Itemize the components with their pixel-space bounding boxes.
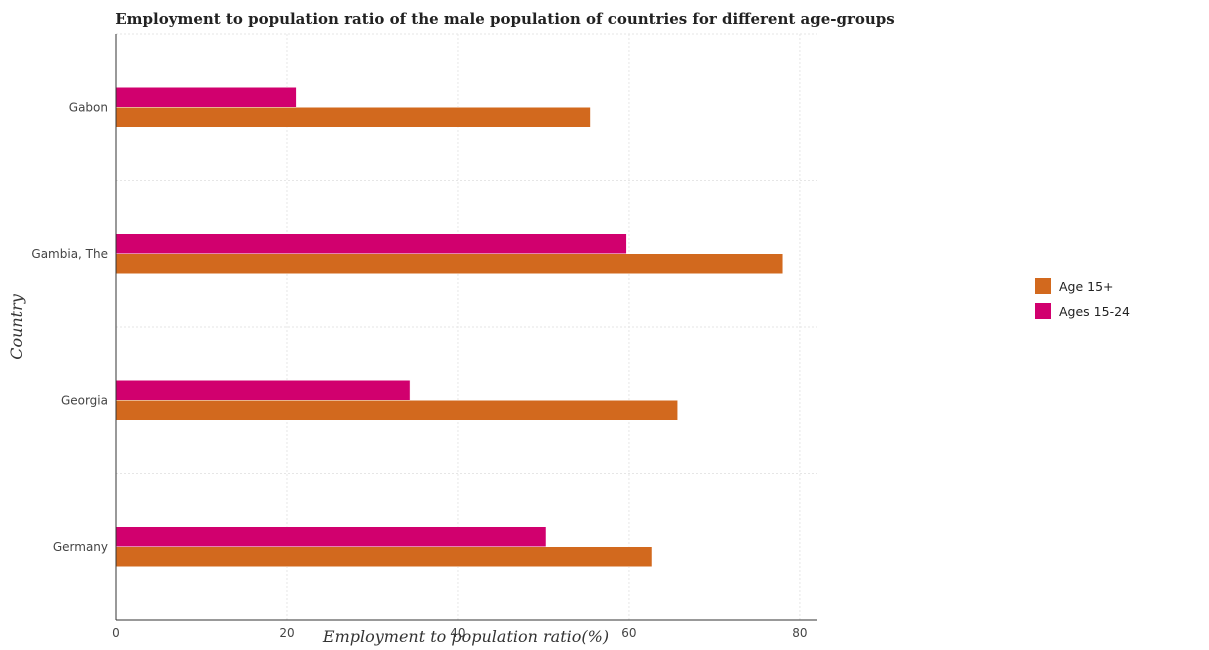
y-tick-label: Germany xyxy=(53,540,108,554)
bar-ages-15-24 xyxy=(115,233,627,254)
x-tick-label: 80 xyxy=(792,626,807,640)
bar-ages-15-24 xyxy=(115,380,411,401)
x-tick-label: 60 xyxy=(621,626,636,640)
bar-age-15-plus xyxy=(115,253,784,274)
legend-swatch xyxy=(1035,278,1051,294)
x-tick-label: 20 xyxy=(279,626,294,640)
bar-ages-15-24 xyxy=(115,87,297,108)
chart-title: Employment to population ratio of the ma… xyxy=(115,10,895,28)
bar-age-15-plus xyxy=(115,400,678,421)
axes: 0 20 40 60 80 Gabon Gambia, The Georgia Germany xyxy=(31,34,817,640)
x-tick-label: 40 xyxy=(450,626,465,640)
bar-ages-15-24 xyxy=(115,526,547,547)
y-tick-label: Georgia xyxy=(61,393,108,407)
bar-age-15-plus xyxy=(115,546,653,567)
bars xyxy=(115,87,784,567)
y-tick-label: Gabon xyxy=(69,100,108,114)
legend-label: Ages 15-24 xyxy=(1059,304,1130,319)
x-tick-label: 0 xyxy=(112,626,120,640)
legend-swatch xyxy=(1035,303,1051,319)
y-tick-label: Gambia, The xyxy=(31,247,108,261)
bar-age-15-plus xyxy=(115,107,591,128)
x-axis-label: Employment to population ratio(%) xyxy=(322,627,609,646)
grid-lines xyxy=(115,33,817,621)
legend: Age 15+ Ages 15-24 xyxy=(1035,278,1130,319)
y-axis-label: Country xyxy=(7,293,26,360)
legend-label: Age 15+ xyxy=(1059,279,1114,294)
